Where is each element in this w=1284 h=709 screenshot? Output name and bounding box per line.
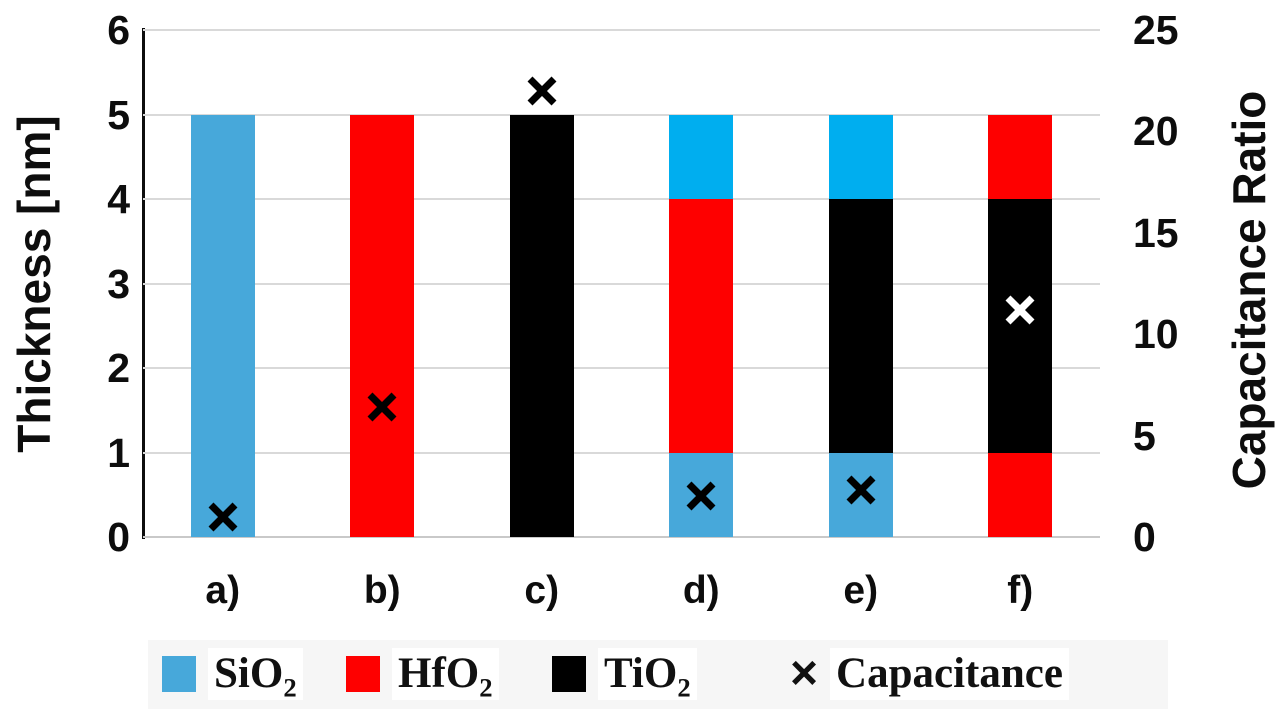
legend-item-hfo2: HfO2 (346, 648, 499, 703)
right-axis-tick: 10 (1133, 311, 1179, 358)
capacitance-marker (527, 76, 557, 106)
category-label: f) (1007, 569, 1034, 612)
legend: SiO2 HfO2 TiO2 × Capacitance (148, 640, 1168, 709)
gridline (143, 282, 1100, 285)
legend-item-tio2: TiO2 (552, 648, 697, 703)
bar-f-segment-tio2 (988, 199, 1053, 453)
bar-c-segment-tio2 (509, 114, 574, 537)
hfo2-swatch-icon (346, 656, 380, 692)
legend-label-tio2-base: TiO (604, 650, 678, 697)
legend-label-sio2: SiO2 (208, 648, 303, 703)
category-label: e) (843, 569, 879, 612)
gridline (143, 536, 1100, 538)
bar-b-segment-hfo2 (350, 114, 415, 537)
x-marker-icon: × (790, 647, 819, 700)
left-axis-tick: 2 (107, 345, 130, 391)
legend-label-tio2-sub: 2 (677, 672, 691, 703)
right-axis-tick: 25 (1133, 7, 1179, 53)
gridline (143, 451, 1100, 454)
bar-e-segment-tio2 (828, 199, 893, 453)
left-axis-tick: 6 (107, 7, 130, 53)
bar-d-segment-hfo2 (669, 199, 734, 453)
gridline (143, 367, 1100, 369)
left-axis-tick: 1 (107, 429, 130, 476)
category-label: d) (682, 569, 720, 612)
tio2-swatch-icon (552, 656, 586, 692)
sio2-swatch-icon (162, 656, 196, 692)
legend-item-capacitance: × Capacitance (790, 648, 1069, 700)
bar-f-segment-hfo2 (988, 114, 1053, 199)
legend-label-hfo2-base: HfO (398, 650, 480, 697)
legend-label-sio2-base: SiO (214, 650, 284, 697)
bar-e-segment-sio2 (828, 114, 893, 199)
gridline (143, 113, 1100, 116)
bar-e-segment-sio2 (828, 452, 893, 537)
legend-label-hfo2: HfO2 (392, 648, 499, 703)
left-axis-tick: 5 (107, 91, 130, 138)
right-axis-tick: 20 (1133, 108, 1179, 155)
bar-d-segment-sio2 (669, 114, 734, 199)
right-axis-tick: 5 (1133, 412, 1156, 459)
legend-label-hfo2-sub: 2 (479, 672, 493, 703)
bar-d-segment-sio2 (669, 452, 734, 537)
bar-f-segment-hfo2 (988, 452, 1053, 537)
gridline (143, 198, 1100, 200)
left-axis-tick: 4 (107, 176, 130, 222)
legend-label-capacitance: Capacitance (830, 648, 1069, 700)
gridline (143, 29, 1100, 31)
right-axis-tick: 0 (1133, 514, 1156, 560)
legend-label-sio2-sub: 2 (283, 672, 297, 703)
bar-a-segment-sio2 (190, 114, 255, 537)
category-label: c) (524, 569, 560, 612)
right-axis-tick: 15 (1133, 209, 1179, 256)
category-label: a) (205, 569, 241, 612)
legend-label-tio2: TiO2 (598, 648, 697, 703)
left-axis-tick: 3 (107, 260, 130, 307)
category-label: b) (363, 569, 401, 612)
left-axis-tick: 0 (107, 514, 130, 560)
plot-area (143, 29, 1100, 538)
legend-item-sio2: SiO2 (162, 648, 303, 703)
